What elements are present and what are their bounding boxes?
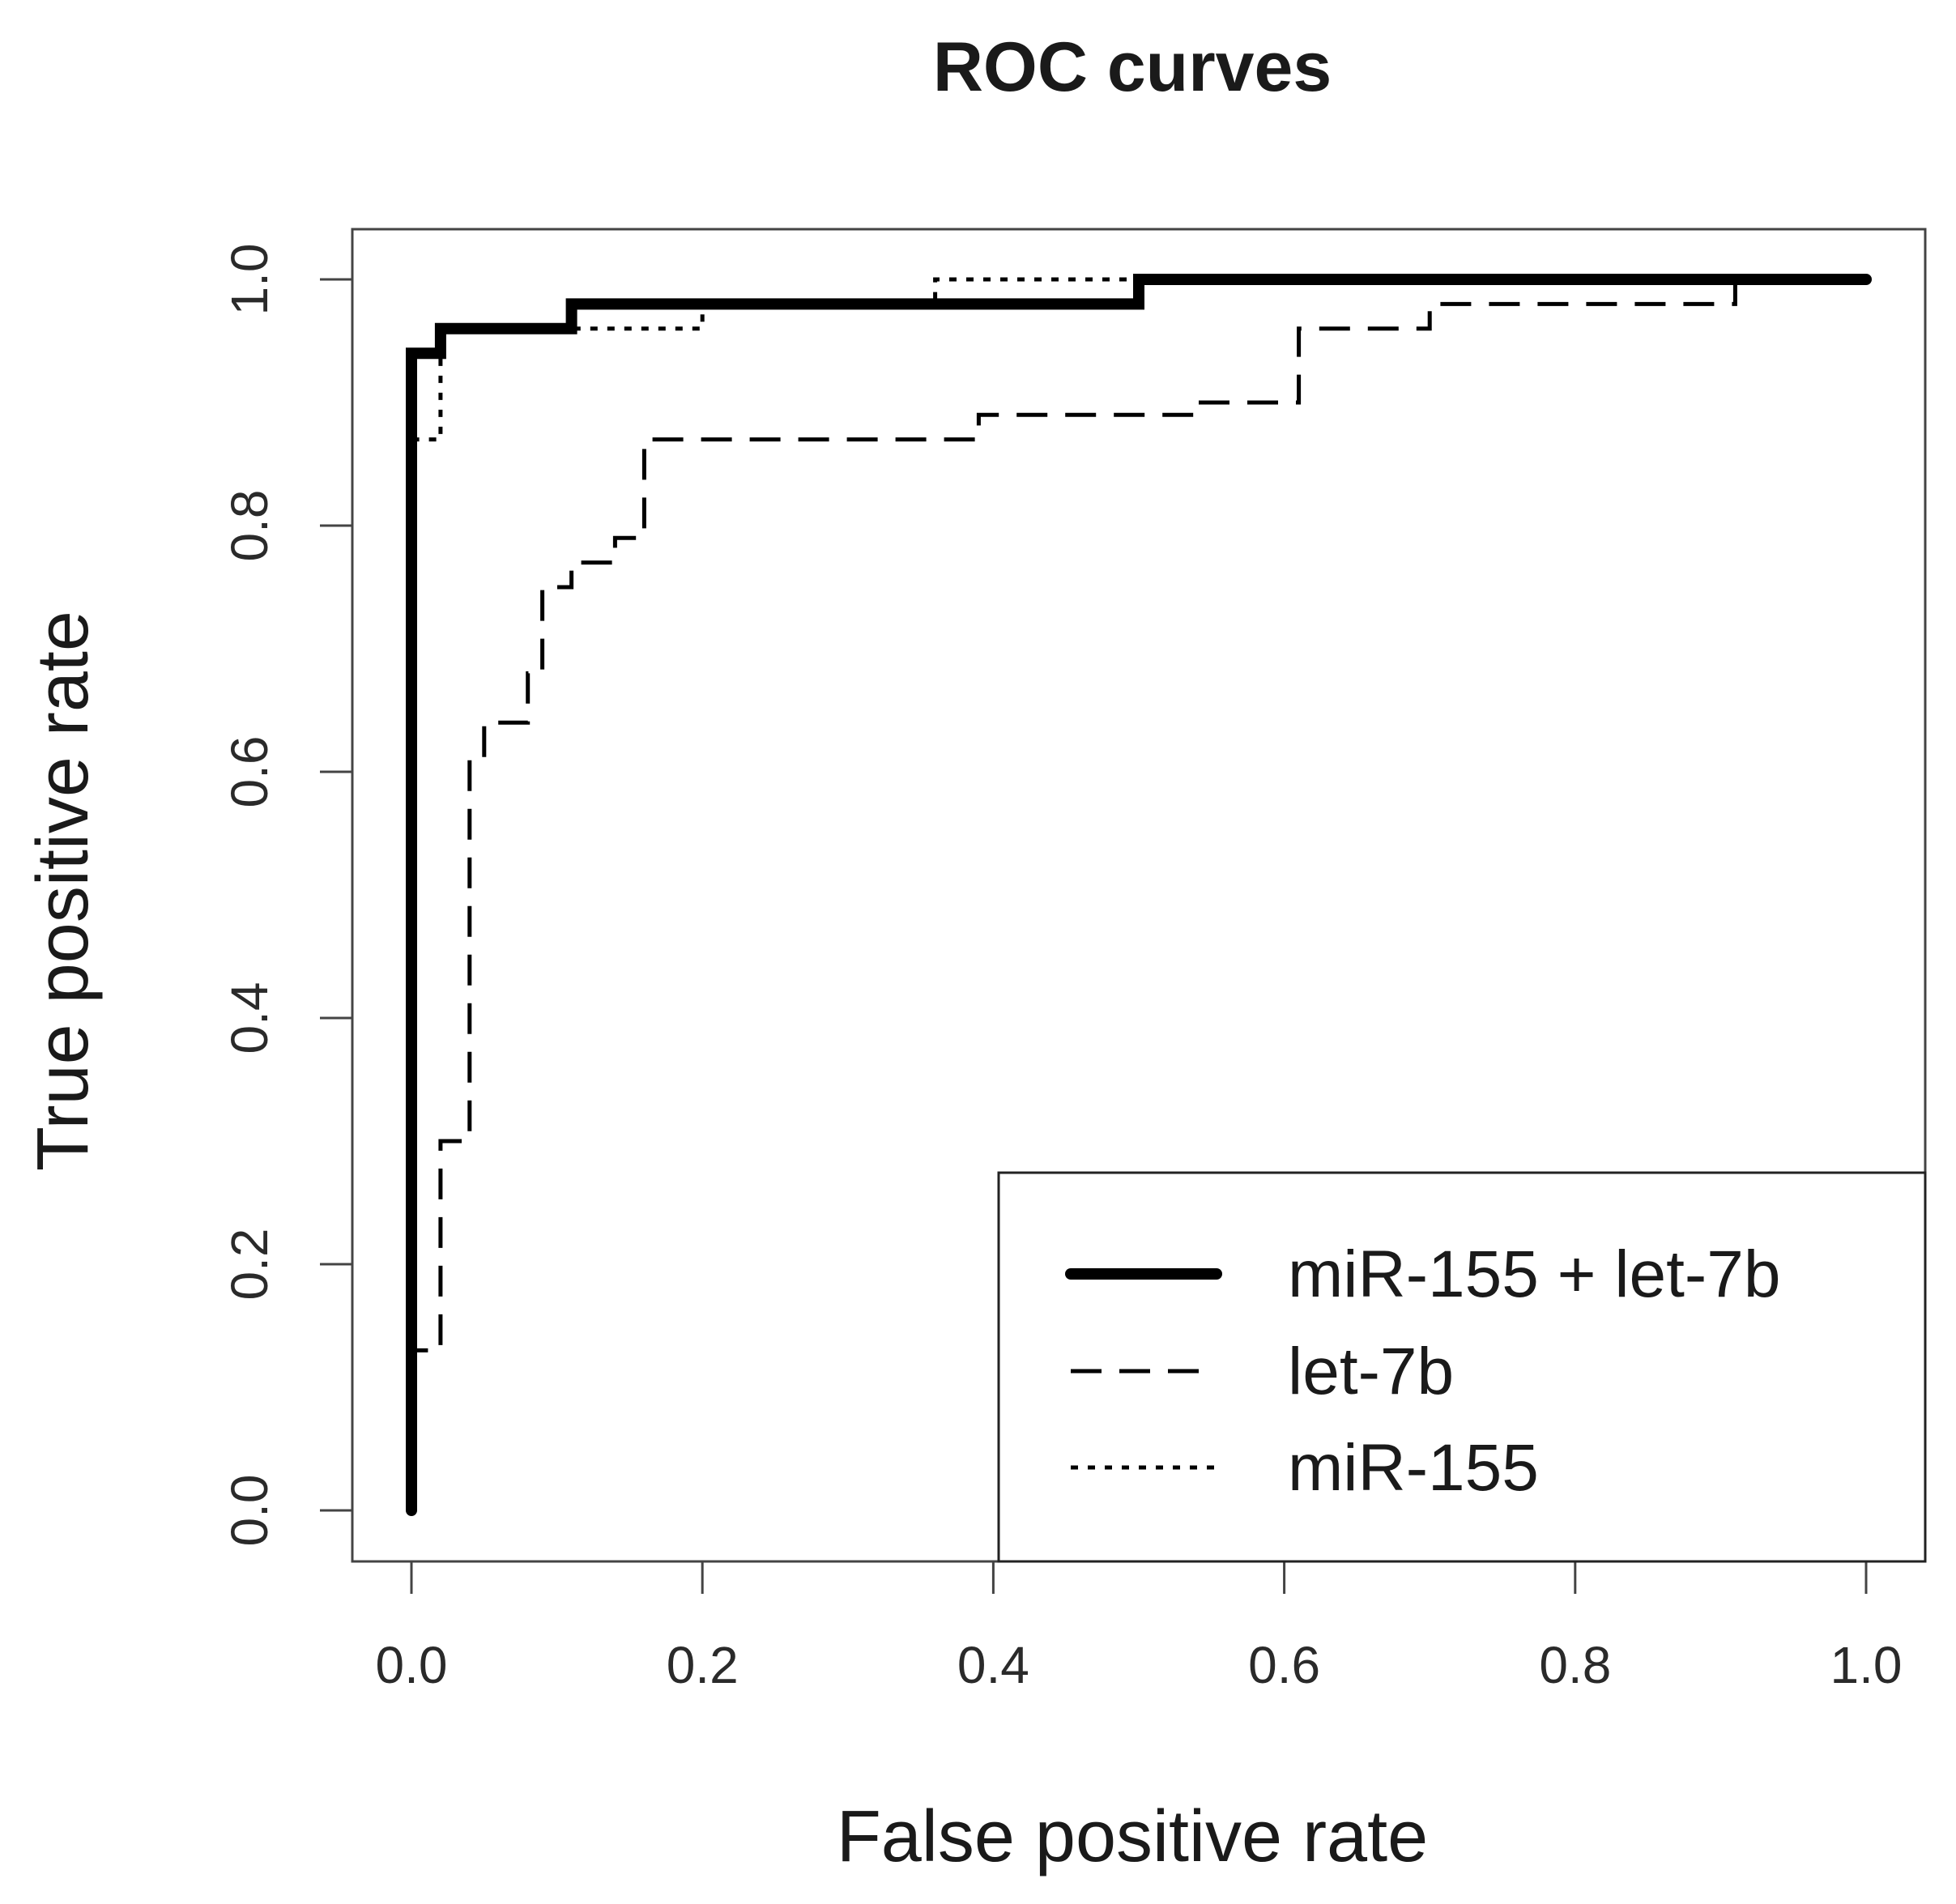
series-line-let-7b [409,277,1866,1510]
y-axis-label: True positive rate [23,611,104,1171]
y-tick-label: 0.8 [220,490,279,562]
x-axis-label: False positive rate [837,1796,1428,1877]
x-tick-label: 0.8 [1539,1636,1611,1694]
x-tick-label: 1.0 [1830,1636,1903,1694]
chart-title: ROC curves [933,28,1332,106]
legend-label: miR-155 [1288,1431,1539,1505]
x-tick-label: 0.2 [667,1636,739,1694]
legend: miR-155 + let-7b let-7b miR-155 [997,1171,1927,1563]
legend-box [997,1171,1927,1563]
y-axis: 0.0 0.2 0.4 0.6 0.8 1.0 [220,244,354,1547]
series-layer [406,274,1872,1516]
legend-label: let-7b [1288,1335,1454,1408]
y-tick-label: 0.4 [220,982,279,1054]
y-tick-label: 0.6 [220,736,279,808]
x-axis: 0.0 0.2 0.4 0.6 0.8 1.0 [376,1560,1903,1694]
series-line-mir-155-let-7b [406,274,1872,1516]
series-line-mir-155 [409,277,1866,1510]
x-tick-label: 0.6 [1248,1636,1320,1694]
y-tick-label: 0.2 [220,1229,279,1301]
y-tick-label: 1.0 [220,244,279,316]
x-tick-label: 0.0 [376,1636,448,1694]
y-tick-label: 0.0 [220,1475,279,1547]
x-tick-label: 0.4 [957,1636,1029,1694]
legend-label: miR-155 + let-7b [1288,1237,1780,1311]
